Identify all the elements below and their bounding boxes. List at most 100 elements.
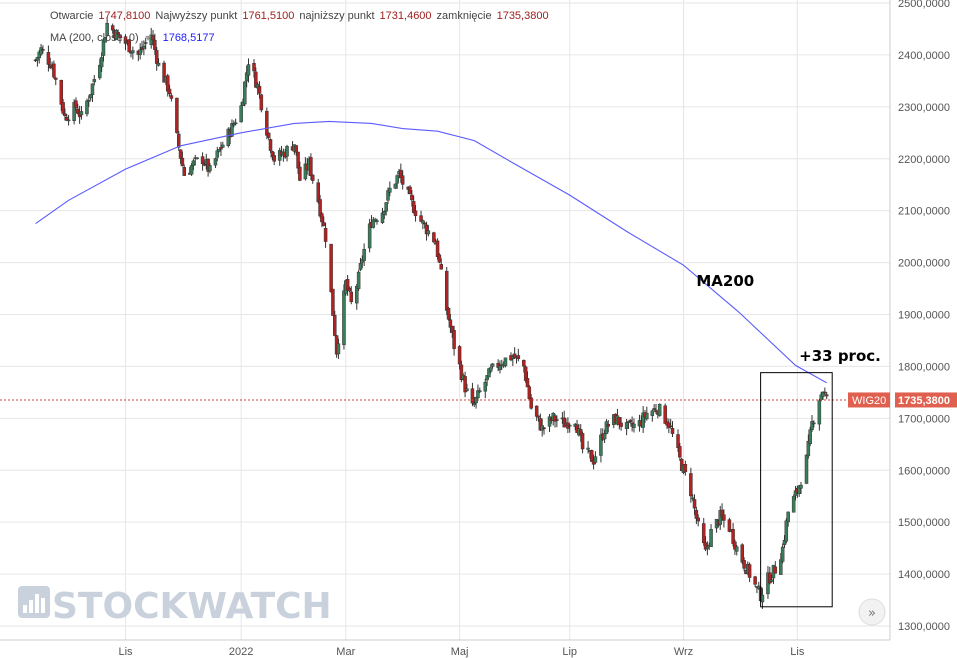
candle	[619, 417, 623, 431]
candle	[127, 39, 131, 53]
candle	[182, 164, 186, 176]
candle	[555, 415, 559, 428]
candle	[676, 429, 680, 452]
candle	[395, 174, 399, 189]
candle	[59, 79, 64, 112]
x-tick-label: Lip	[562, 646, 577, 658]
candle	[804, 454, 809, 484]
x-tick-label: Lis	[790, 646, 805, 658]
candle	[689, 467, 693, 503]
candle	[742, 557, 746, 572]
annotation-ma200: MA200	[696, 272, 754, 290]
candle	[393, 183, 398, 190]
candle	[221, 141, 225, 149]
candle	[105, 17, 109, 37]
candle	[246, 58, 251, 83]
candle	[632, 418, 636, 433]
candle	[448, 313, 453, 333]
candle	[817, 398, 822, 431]
candle	[786, 511, 790, 527]
y-tick-label: 2300,0000	[898, 102, 950, 114]
candle	[257, 81, 262, 99]
watermark-logo-icon	[18, 586, 50, 618]
low-label: najniższy punkt	[299, 10, 375, 22]
candle	[604, 419, 609, 435]
candle	[213, 157, 218, 168]
y-tick-label: 1500,0000	[898, 517, 950, 529]
candle	[452, 325, 456, 356]
candle	[252, 59, 256, 78]
candle	[268, 138, 273, 153]
candle	[143, 37, 148, 50]
candle	[101, 38, 106, 62]
candle	[66, 114, 71, 126]
y-tick-label: 1600,0000	[898, 465, 950, 477]
candle	[114, 29, 119, 41]
stockwatch-watermark: STOCKWATCH	[52, 586, 332, 627]
y-tick-label: 1400,0000	[898, 569, 950, 581]
candle	[215, 146, 220, 162]
candle	[52, 60, 56, 79]
candle	[259, 93, 264, 113]
candle	[432, 231, 436, 244]
candle	[195, 157, 199, 160]
low-value: 1731,4600	[379, 10, 432, 22]
candle	[233, 118, 238, 126]
candle	[388, 181, 392, 197]
candle	[470, 382, 475, 407]
candle	[165, 73, 170, 97]
y-tick-label: 1800,0000	[898, 361, 950, 373]
candle	[641, 406, 645, 433]
candle	[824, 392, 829, 400]
candle	[812, 420, 816, 428]
candle	[498, 360, 502, 374]
candle	[131, 46, 135, 60]
candle	[512, 347, 517, 359]
candle	[547, 413, 552, 432]
candle	[272, 152, 276, 166]
candle	[323, 222, 328, 248]
candle	[176, 131, 181, 151]
candle	[154, 46, 159, 71]
candle	[701, 517, 706, 546]
candle	[490, 363, 495, 369]
x-tick-label: Mar	[336, 646, 355, 658]
candle	[331, 288, 335, 316]
ma-settings-dropdown-icon[interactable]: ▼	[143, 33, 153, 43]
candle	[400, 170, 405, 190]
candle	[92, 75, 97, 86]
candle	[435, 238, 440, 260]
candle	[727, 517, 732, 533]
candle	[799, 481, 803, 494]
candle	[61, 98, 65, 116]
candle	[780, 543, 785, 564]
candle	[118, 34, 122, 44]
candle	[791, 494, 796, 513]
candle	[654, 403, 658, 414]
candle	[489, 364, 493, 374]
candle	[367, 218, 372, 253]
candle	[90, 83, 95, 102]
candle	[208, 163, 212, 174]
candle	[169, 93, 174, 102]
candle	[355, 283, 359, 310]
candle	[735, 544, 739, 556]
candle	[413, 204, 418, 222]
candle	[709, 524, 713, 548]
scroll-right-button[interactable]: »	[858, 598, 886, 626]
candle	[116, 29, 120, 35]
candle	[589, 449, 594, 462]
x-tick-label: Maj	[451, 646, 469, 658]
price-badge-value: 1735,3800	[898, 395, 950, 407]
candle	[336, 338, 341, 359]
candle	[694, 506, 699, 525]
candle	[362, 243, 366, 266]
candle	[740, 543, 745, 565]
candle	[310, 174, 315, 184]
candle	[478, 387, 482, 394]
candlesticks	[33, 17, 829, 609]
candle	[285, 144, 289, 162]
candle	[87, 95, 91, 107]
